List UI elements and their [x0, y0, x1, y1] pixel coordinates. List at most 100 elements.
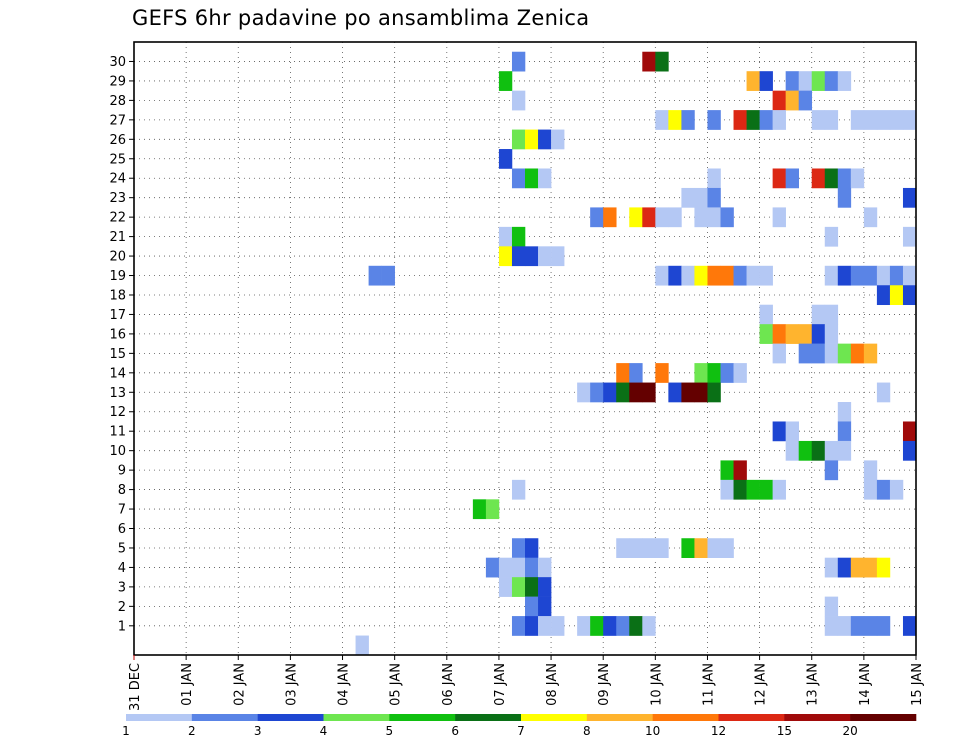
colorbar: 1 2 3 4 5 6 7 8 10 12 15 20: [122, 714, 917, 738]
y-tick-label: 25: [109, 152, 126, 167]
heatmap-cell: [538, 246, 552, 267]
heatmap-cell: [811, 324, 826, 344]
heatmap-cell: [511, 577, 526, 597]
heatmap-cell: [733, 110, 747, 130]
heatmap-cell: [707, 382, 721, 403]
heatmap-cell: [798, 343, 813, 364]
heatmap-cell: [707, 363, 721, 383]
heatmap-cell: [538, 168, 552, 189]
heatmap-cell: [707, 265, 721, 286]
heatmap-cell: [837, 71, 852, 91]
heatmap-cell: [655, 51, 669, 72]
heatmap-cell: [785, 440, 799, 461]
heatmap-cell: [629, 207, 643, 228]
heatmap-cell: [850, 265, 865, 286]
heatmap-cell: [603, 382, 617, 403]
x-tick-label: 08 JAN: [545, 663, 560, 706]
heatmap-cell: [511, 246, 526, 267]
heatmap-cell: [824, 343, 839, 364]
heatmap-cell: [798, 71, 813, 91]
heatmap-cell: [811, 304, 826, 325]
heatmap-cell: [538, 616, 552, 636]
heatmap-cell: [746, 265, 760, 286]
heatmap-cell: [798, 324, 813, 344]
y-tick-label: 16: [109, 327, 126, 342]
heatmap-cell: [824, 557, 839, 578]
heatmap-cell: [785, 168, 799, 189]
heatmap-cells: [355, 51, 917, 656]
heatmap-cell: [681, 265, 695, 286]
heatmap-cell: [837, 168, 852, 189]
y-tick-label: 27: [109, 113, 126, 128]
heatmap-cell: [863, 557, 878, 578]
heatmap-cell: [837, 343, 852, 364]
heatmap-cell: [902, 440, 917, 461]
x-tick-label: 31 DEC: [128, 663, 143, 711]
heatmap-cell: [538, 596, 552, 617]
heatmap-cell: [642, 538, 656, 558]
heatmap-cell: [485, 557, 500, 578]
heatmap-cell: [681, 538, 695, 558]
heatmap-cell: [511, 90, 526, 111]
y-tick-label: 1: [118, 619, 126, 634]
heatmap-cell: [629, 616, 643, 636]
heatmap-cell: [472, 499, 487, 520]
x-tick-label: 04 JAN: [337, 663, 352, 706]
colorbar-swatch: [850, 714, 917, 721]
heatmap-cell: [629, 363, 643, 383]
heatmap-cell: [642, 616, 656, 636]
heatmap-cell: [759, 110, 773, 130]
y-tick-label: 9: [118, 464, 126, 479]
heatmap-cell: [824, 110, 839, 130]
heatmap-cell: [694, 382, 708, 403]
heatmap-cell: [525, 538, 539, 558]
colorbar-label: 5: [386, 724, 394, 738]
heatmap-cell: [590, 207, 604, 228]
heatmap-cell: [355, 635, 369, 656]
heatmap-cell: [746, 71, 760, 91]
heatmap-cell: [525, 129, 539, 150]
heatmap-cell: [616, 616, 630, 636]
x-tick-label: 05 JAN: [389, 663, 404, 706]
colorbar-label: 10: [645, 724, 660, 738]
colorbar-swatch: [257, 714, 324, 721]
y-tick-label: 12: [109, 405, 126, 420]
heatmap-cell: [746, 479, 760, 500]
heatmap-cell: [603, 616, 617, 636]
heatmap-cell: [525, 616, 539, 636]
colorbar-swatch: [126, 714, 193, 721]
heatmap-cell: [485, 499, 500, 520]
heatmap-cell: [590, 616, 604, 636]
heatmap-cell: [525, 557, 539, 578]
heatmap-cell: [863, 616, 878, 636]
heatmap-cell: [824, 460, 839, 481]
heatmap-cell: [577, 382, 591, 403]
heatmap-cell: [525, 246, 539, 267]
heatmap-cell: [551, 246, 565, 267]
heatmap-cell: [837, 440, 852, 461]
x-tick-label: 15 JAN: [910, 663, 925, 706]
heatmap-cell: [759, 265, 773, 286]
colorbar-label: 6: [451, 724, 459, 738]
heatmap-cell: [511, 538, 526, 558]
y-tick-label: 20: [109, 250, 126, 265]
heatmap-cell: [902, 265, 917, 286]
heatmap-cell: [850, 343, 865, 364]
heatmap-cell: [772, 90, 786, 111]
heatmap-cell: [863, 343, 878, 364]
heatmap-cell: [837, 187, 852, 208]
heatmap-cell: [876, 479, 891, 500]
y-tick-label: 15: [109, 347, 126, 362]
heatmap-cell: [759, 71, 773, 91]
heatmap-cell: [772, 343, 786, 364]
colorbar-swatch: [389, 714, 456, 721]
heatmap-cell: [590, 382, 604, 403]
heatmap-cell: [876, 110, 891, 130]
heatmap-cell: [863, 265, 878, 286]
colorbar-swatch: [323, 714, 390, 721]
plot-frame: [133, 41, 917, 656]
heatmap-cell: [551, 129, 565, 150]
heatmap-cell: [863, 110, 878, 130]
heatmap-cell: [668, 265, 682, 286]
